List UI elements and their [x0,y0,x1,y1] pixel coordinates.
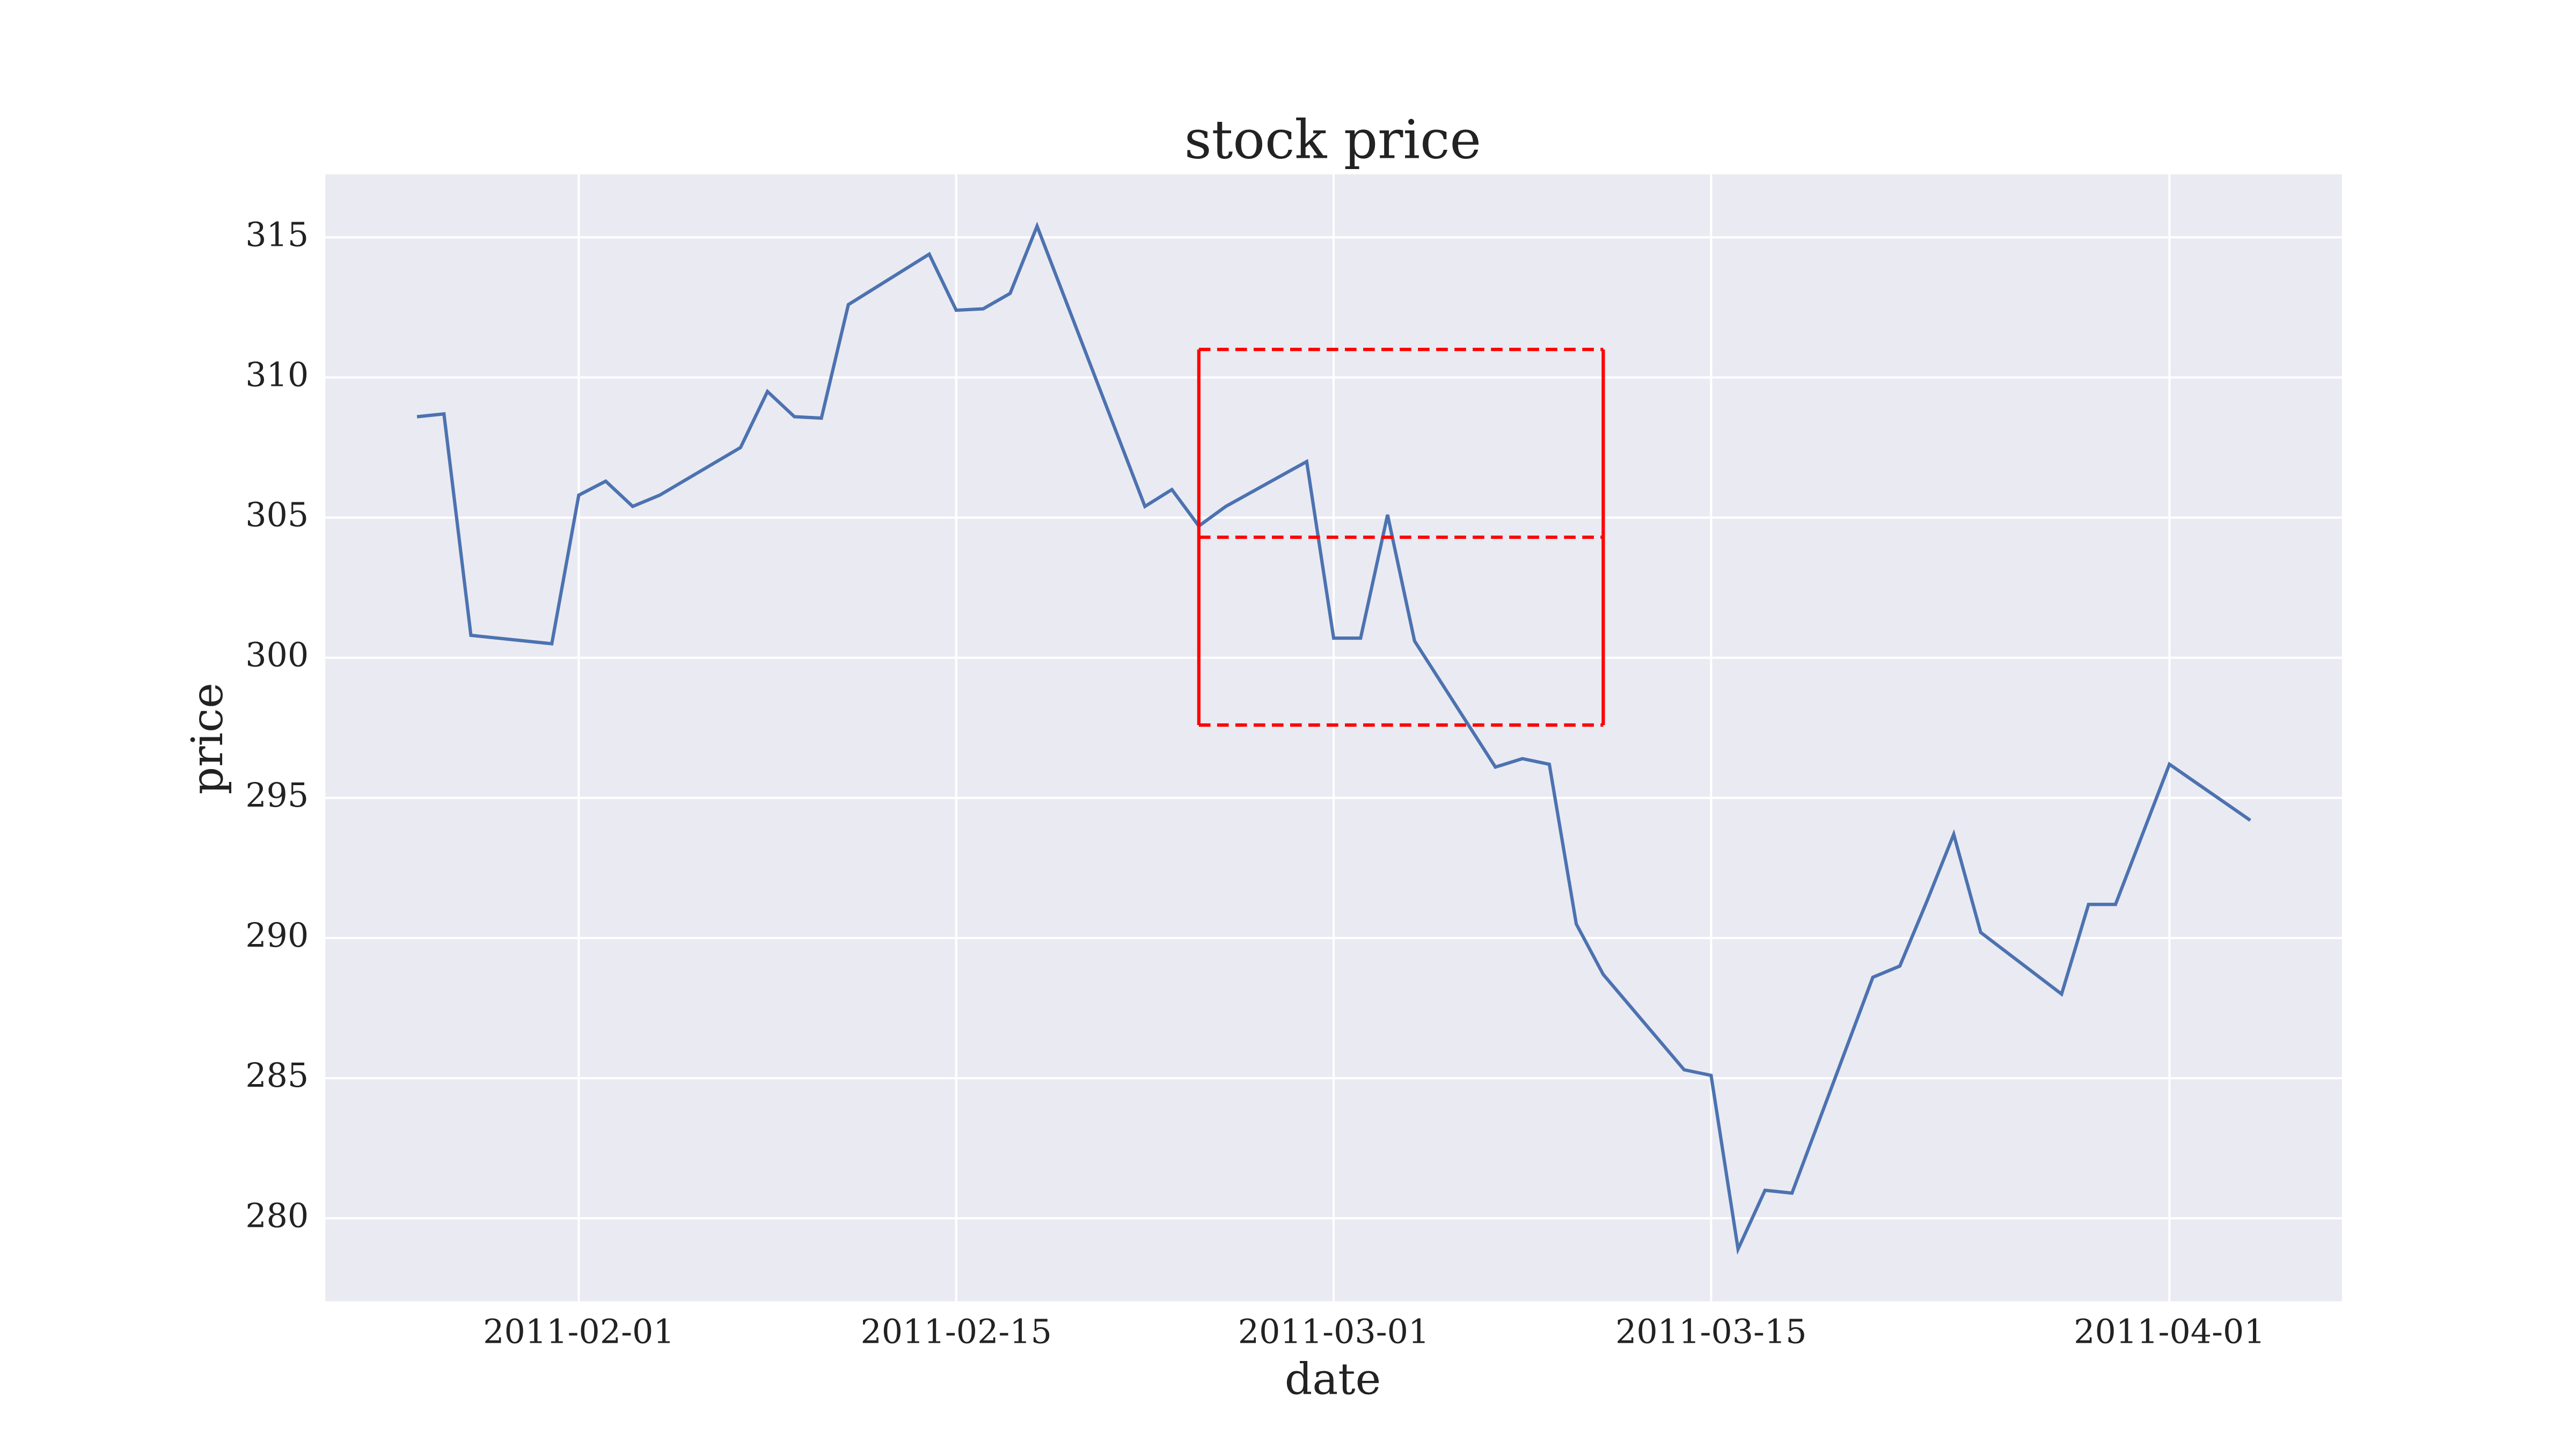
y-tick-label: 315 [245,215,309,254]
marks [416,221,2251,1255]
y-tick-label: 310 [245,355,309,394]
x-tick-label: 2011-04-01 [2074,1313,2265,1351]
x-tick-label: 2011-02-01 [483,1313,675,1351]
y-axis-label: price [182,683,232,794]
grid [325,174,2342,1301]
x-tick-label: 2011-03-01 [1238,1313,1430,1351]
y-tick-label: 285 [245,1056,309,1095]
x-tick-label: 2011-03-15 [1615,1313,1807,1351]
y-tick-label: 280 [245,1196,309,1235]
price-line [416,221,2251,1255]
x-axis-label: date [1285,1353,1381,1404]
y-tick-label: 290 [245,916,309,955]
y-tick-label: 295 [245,776,309,815]
chart-title: stock price [1184,109,1481,171]
y-tick-label: 300 [245,636,309,675]
y-tick-label: 305 [245,496,309,535]
x-tick-label: 2011-02-15 [860,1313,1052,1351]
